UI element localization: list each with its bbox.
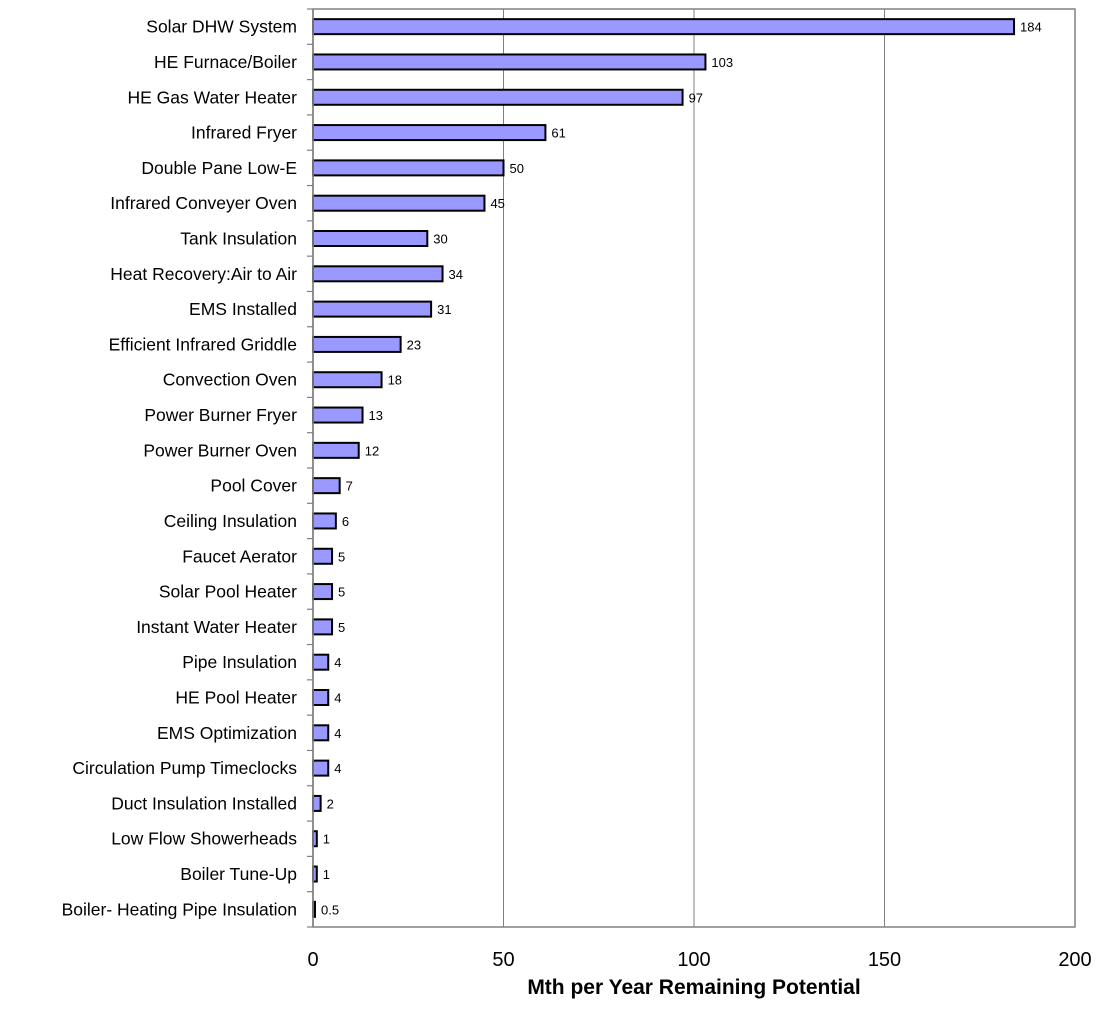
category-label: Boiler Tune-Up: [180, 864, 297, 884]
x-axis-title: Mth per Year Remaining Potential: [527, 976, 860, 999]
category-label: Pipe Insulation: [182, 652, 297, 672]
data-label: 45: [490, 196, 504, 211]
data-label: 184: [1020, 20, 1042, 35]
category-label: Pool Cover: [210, 476, 297, 496]
bar: [312, 583, 334, 601]
data-label: 12: [365, 443, 379, 458]
gridlines: [503, 9, 885, 927]
data-label: 4: [334, 655, 341, 670]
data-label: 4: [334, 761, 341, 776]
category-label: Power Burner Fryer: [144, 405, 297, 425]
data-label: 1: [323, 867, 330, 882]
x-tick-label: 200: [1058, 949, 1091, 971]
category-label: HE Pool Heater: [175, 688, 297, 708]
category-label: HE Gas Water Heater: [127, 87, 297, 107]
bar: [312, 477, 341, 495]
data-label: 13: [369, 408, 383, 423]
bar: [312, 53, 707, 71]
data-label: 7: [346, 479, 353, 494]
y-axis-ticks: [307, 8, 313, 928]
data-label: 5: [338, 585, 345, 600]
category-label: Instant Water Heater: [136, 617, 297, 637]
bar: [312, 547, 334, 565]
category-label: Convection Oven: [163, 370, 297, 390]
bar: [312, 230, 429, 247]
category-label: Power Burner Oven: [143, 440, 297, 460]
category-label: EMS Installed: [189, 299, 297, 319]
bar: [312, 618, 334, 636]
category-label: Infrared Fryer: [191, 123, 297, 143]
bar: [312, 441, 360, 459]
x-tick-label: 0: [307, 949, 318, 971]
bar: [312, 300, 433, 318]
data-label: 2: [327, 796, 334, 811]
bar: [312, 406, 364, 424]
x-tick-label: 50: [492, 949, 514, 971]
bar: [312, 759, 330, 777]
data-label: 5: [338, 620, 345, 635]
bar: [312, 18, 1016, 36]
data-label: 6: [342, 514, 349, 529]
bar: [312, 159, 505, 177]
category-label: Boiler- Heating Pipe Insulation: [62, 899, 297, 919]
data-label: 97: [689, 90, 703, 105]
data-label: 18: [388, 373, 402, 388]
category-label: EMS Optimization: [157, 723, 297, 743]
bar: [312, 88, 684, 106]
data-labels: 184 103 97 61 50 45 30 34 31 23 18 13 12 7 6 5 5 5 4 4 4 4 2 1 1…: [321, 20, 1042, 918]
data-label: 0.5: [321, 902, 339, 917]
data-label: 5: [338, 549, 345, 564]
data-label: 31: [437, 302, 451, 317]
category-label: Tank Insulation: [180, 229, 297, 249]
bar: [312, 335, 402, 353]
bar: [312, 653, 330, 671]
data-label: 30: [433, 232, 447, 247]
category-label: Solar DHW System: [146, 17, 297, 37]
data-label: 1: [323, 832, 330, 847]
x-axis-tick-labels: 0 50 100 150 200: [307, 949, 1091, 971]
category-label: HE Furnace/Boiler: [154, 52, 297, 72]
category-label: Low Flow Showerheads: [111, 829, 297, 849]
category-labels: Solar DHW System HE Furnace/Boiler HE Gas …: [62, 17, 298, 920]
data-label: 4: [334, 691, 341, 706]
category-label: Solar Pool Heater: [159, 582, 297, 602]
category-label: Duct Insulation Installed: [111, 793, 297, 813]
data-label: 4: [334, 726, 341, 741]
category-label: Infrared Conveyer Oven: [110, 193, 297, 213]
bar: [312, 794, 322, 812]
bars: [312, 18, 1016, 918]
bar: [312, 724, 330, 742]
bar: [312, 512, 337, 530]
bar: [312, 689, 330, 706]
category-label: Double Pane Low-E: [141, 158, 297, 178]
bar: [312, 265, 444, 283]
data-label: 103: [711, 55, 733, 70]
data-label: 61: [551, 126, 565, 141]
category-label: Circulation Pump Timeclocks: [72, 758, 297, 778]
bar: [312, 124, 547, 142]
category-label: Faucet Aerator: [182, 546, 297, 566]
category-label: Ceiling Insulation: [164, 511, 297, 531]
data-label: 34: [449, 267, 463, 282]
data-label: 23: [407, 337, 421, 352]
x-tick-label: 100: [677, 949, 710, 971]
category-label: Efficient Infrared Griddle: [109, 334, 297, 354]
bar: [312, 371, 383, 389]
data-label: 50: [510, 161, 524, 176]
category-label: Heat Recovery:Air to Air: [110, 264, 297, 284]
x-tick-label: 150: [868, 949, 901, 971]
bar: [312, 194, 486, 212]
